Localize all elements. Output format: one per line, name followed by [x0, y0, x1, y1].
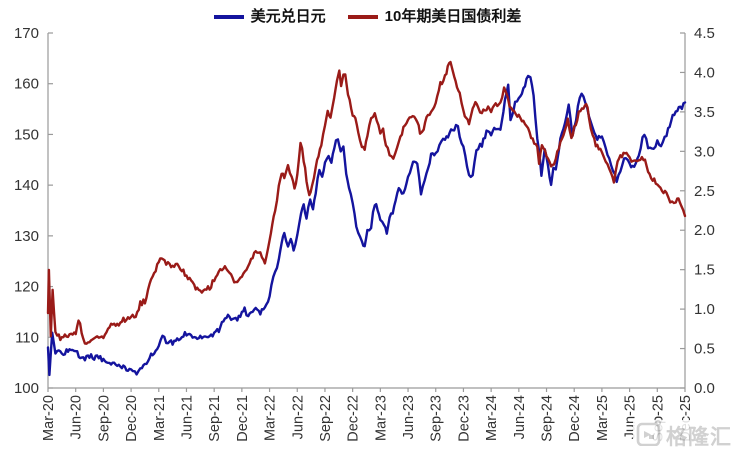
watermark-text: 格隆汇: [666, 425, 732, 449]
legend-label-spread: 10年期美日国债利差: [384, 8, 522, 25]
svg-text:4.0: 4.0: [694, 64, 715, 81]
svg-text:Jun-23: Jun-23: [401, 395, 417, 439]
svg-text:110: 110: [15, 329, 39, 346]
svg-text:Mar-24: Mar-24: [484, 395, 500, 441]
legend-swatch-spread: [347, 15, 378, 19]
svg-text:170: 170: [14, 25, 39, 42]
svg-text:100: 100: [14, 380, 39, 397]
svg-text:4.5: 4.5: [694, 25, 715, 42]
gelonghui-logo-icon: [636, 419, 662, 451]
svg-text:160: 160: [14, 76, 39, 93]
svg-text:150: 150: [14, 126, 39, 143]
svg-text:Mar-25: Mar-25: [595, 395, 611, 441]
svg-text:140: 140: [14, 177, 39, 194]
svg-text:3.5: 3.5: [694, 104, 715, 121]
svg-text:Sep-22: Sep-22: [318, 395, 334, 442]
svg-text:Sep-24: Sep-24: [540, 395, 556, 442]
legend-swatch-usdjpy: [213, 15, 244, 19]
svg-text:Dec-24: Dec-24: [567, 395, 583, 442]
legend-item-usdjpy: 美元兑日元: [213, 8, 326, 25]
svg-text:Dec-22: Dec-22: [346, 395, 362, 442]
svg-text:Jun-21: Jun-21: [179, 395, 195, 439]
svg-text:Mar-21: Mar-21: [152, 395, 168, 441]
svg-text:Sep-23: Sep-23: [429, 395, 445, 442]
svg-text:Mar-20: Mar-20: [41, 395, 57, 441]
svg-text:Dec-23: Dec-23: [456, 395, 472, 442]
svg-text:1.0: 1.0: [694, 301, 715, 318]
svg-text:2.5: 2.5: [694, 183, 715, 200]
svg-text:130: 130: [14, 228, 39, 245]
svg-text:0.0: 0.0: [694, 380, 715, 397]
svg-text:Dec-21: Dec-21: [235, 395, 251, 442]
svg-text:2.0: 2.0: [694, 222, 715, 239]
svg-text:1.5: 1.5: [694, 262, 715, 279]
svg-text:Mar-22: Mar-22: [263, 395, 279, 441]
chart-legend: 美元兑日元 10年期美日国债利差: [0, 9, 735, 25]
svg-text:120: 120: [14, 279, 39, 296]
svg-text:Sep-20: Sep-20: [96, 395, 112, 442]
svg-text:Jun-20: Jun-20: [69, 395, 85, 439]
svg-text:Mar-23: Mar-23: [373, 395, 389, 441]
svg-text:0.5: 0.5: [694, 341, 715, 358]
svg-text:Sep-21: Sep-21: [207, 395, 223, 442]
svg-text:Jun-24: Jun-24: [512, 395, 528, 439]
legend-label-usdjpy: 美元兑日元: [250, 8, 326, 25]
svg-text:Jun-22: Jun-22: [290, 395, 306, 439]
watermark: 格隆汇: [633, 419, 732, 451]
legend-item-spread: 10年期美日国债利差: [347, 8, 522, 25]
svg-text:Dec-20: Dec-20: [124, 395, 140, 442]
svg-text:3.0: 3.0: [694, 143, 715, 160]
